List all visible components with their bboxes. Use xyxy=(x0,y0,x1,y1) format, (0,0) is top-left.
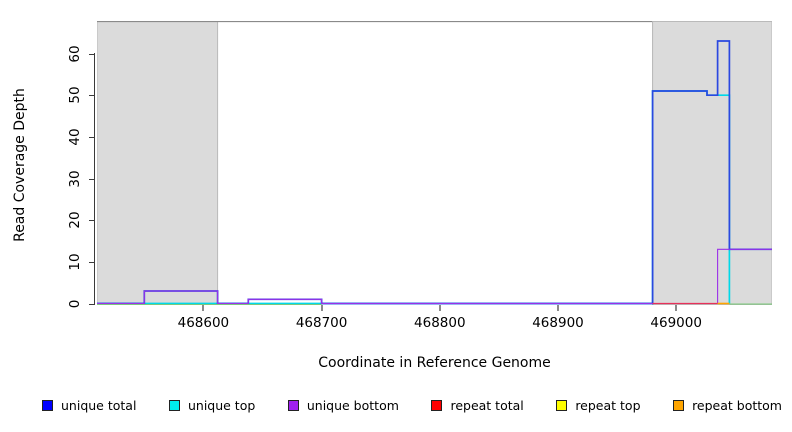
legend-swatch xyxy=(42,400,53,411)
y-axis-tick-label: 50 xyxy=(67,86,83,104)
y-axis-tick-label: 40 xyxy=(67,128,83,146)
plot-svg xyxy=(97,21,772,305)
y-axis-tick xyxy=(89,95,95,97)
y-axis-tick xyxy=(89,303,95,305)
y-axis-tick xyxy=(89,53,95,55)
legend-item-unique-top: unique top xyxy=(168,398,256,413)
x-axis-title: Coordinate in Reference Genome xyxy=(318,355,551,371)
x-axis-tick xyxy=(557,305,559,311)
legend-item-label: repeat bottom xyxy=(692,398,782,413)
legend: unique total unique top unique bottom re… xyxy=(42,398,782,413)
x-axis-tick xyxy=(675,305,678,311)
legend-swatch xyxy=(168,400,180,411)
legend-swatch xyxy=(431,400,443,411)
y-axis-tick-label: 0 xyxy=(67,299,83,308)
y-axis-tick xyxy=(89,178,95,180)
x-axis-tick xyxy=(438,305,441,311)
legend-item-label: unique bottom xyxy=(306,398,399,413)
y-axis-tick xyxy=(89,261,95,263)
legend-swatch xyxy=(673,400,685,411)
plot-area xyxy=(97,21,772,305)
legend-item-repeat-total: repeat total xyxy=(431,398,524,413)
series-unique-bottom xyxy=(97,248,772,305)
legend-item-label: unique total xyxy=(61,398,137,413)
legend-item-label: unique top xyxy=(187,398,256,413)
legend-item-label: repeat top xyxy=(575,398,641,413)
x-axis-tick-label: 468600 xyxy=(177,315,230,331)
legend-item-repeat-bottom: repeat bottom xyxy=(673,398,782,413)
x-axis-tick-label: 468900 xyxy=(532,315,584,331)
legend-item-label: repeat total xyxy=(450,398,524,413)
shaded-region-right xyxy=(652,21,772,305)
y-axis-tick xyxy=(89,136,95,138)
legend-item-unique-total: unique total xyxy=(42,398,136,413)
x-axis-tick xyxy=(320,305,323,311)
x-axis-tick-label: 468800 xyxy=(414,315,466,331)
x-axis-tick xyxy=(202,305,205,311)
y-axis-tick-label: 20 xyxy=(67,211,83,229)
y-axis-title: Read Coverage Depth xyxy=(12,88,28,242)
shaded-region-left xyxy=(97,21,219,305)
legend-item-unique-bottom: unique bottom xyxy=(287,398,399,413)
legend-swatch xyxy=(556,400,568,411)
y-axis-tick-label: 30 xyxy=(67,169,83,188)
y-axis-tick xyxy=(89,220,95,222)
legend-item-repeat-top: repeat top xyxy=(556,398,641,413)
y-axis-tick-label: 10 xyxy=(67,253,83,271)
legend-swatch xyxy=(287,400,299,411)
x-axis-tick-label: 468700 xyxy=(295,315,348,331)
x-axis-tick-label: 469000 xyxy=(650,315,702,331)
y-axis-tick-label: 60 xyxy=(67,44,83,63)
